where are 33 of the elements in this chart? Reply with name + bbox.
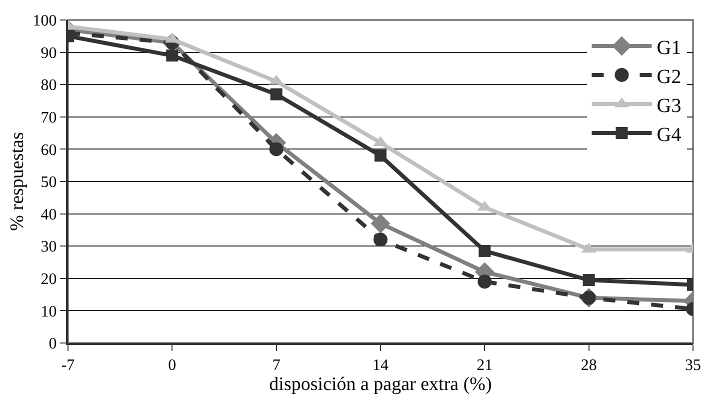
y-tick-label: 10 [40, 303, 57, 320]
x-tick-label: 0 [168, 357, 176, 374]
x-tick-label: 35 [685, 357, 701, 374]
point [370, 214, 390, 234]
point [270, 88, 282, 100]
x-tick-label: 21 [476, 357, 493, 374]
y-axis-title: % respuestas [7, 132, 28, 231]
y-tick-label: 30 [40, 238, 57, 256]
y-tick-label: 100 [32, 12, 57, 30]
y-tick-label: 40 [40, 206, 57, 224]
point [374, 232, 388, 247]
y-tick-label: 50 [40, 174, 57, 192]
point [478, 274, 492, 289]
point [269, 142, 284, 156]
x-tick-label: -7 [61, 357, 75, 374]
x-tick-label: 14 [372, 357, 388, 374]
x-tick-label: 28 [580, 357, 597, 374]
point [478, 244, 491, 257]
y-tick-label: 60 [40, 142, 57, 159]
y-tick-label: 90 [40, 44, 57, 62]
x-axis-title: disposición a pagar extra (%) [269, 374, 492, 396]
point [582, 274, 595, 286]
point [374, 150, 386, 162]
legend-label: G1 [656, 36, 682, 59]
y-tick-label: 20 [40, 271, 57, 288]
y-tick-label: 0 [48, 336, 57, 353]
point [166, 50, 178, 62]
legend-label: G3 [656, 94, 682, 117]
legend-label: G4 [656, 124, 682, 146]
y-tick-label: 70 [40, 110, 57, 126]
x-tick-label: 7 [272, 357, 280, 374]
y-tick-label: 80 [40, 77, 57, 94]
legend-label: G2 [656, 66, 682, 88]
